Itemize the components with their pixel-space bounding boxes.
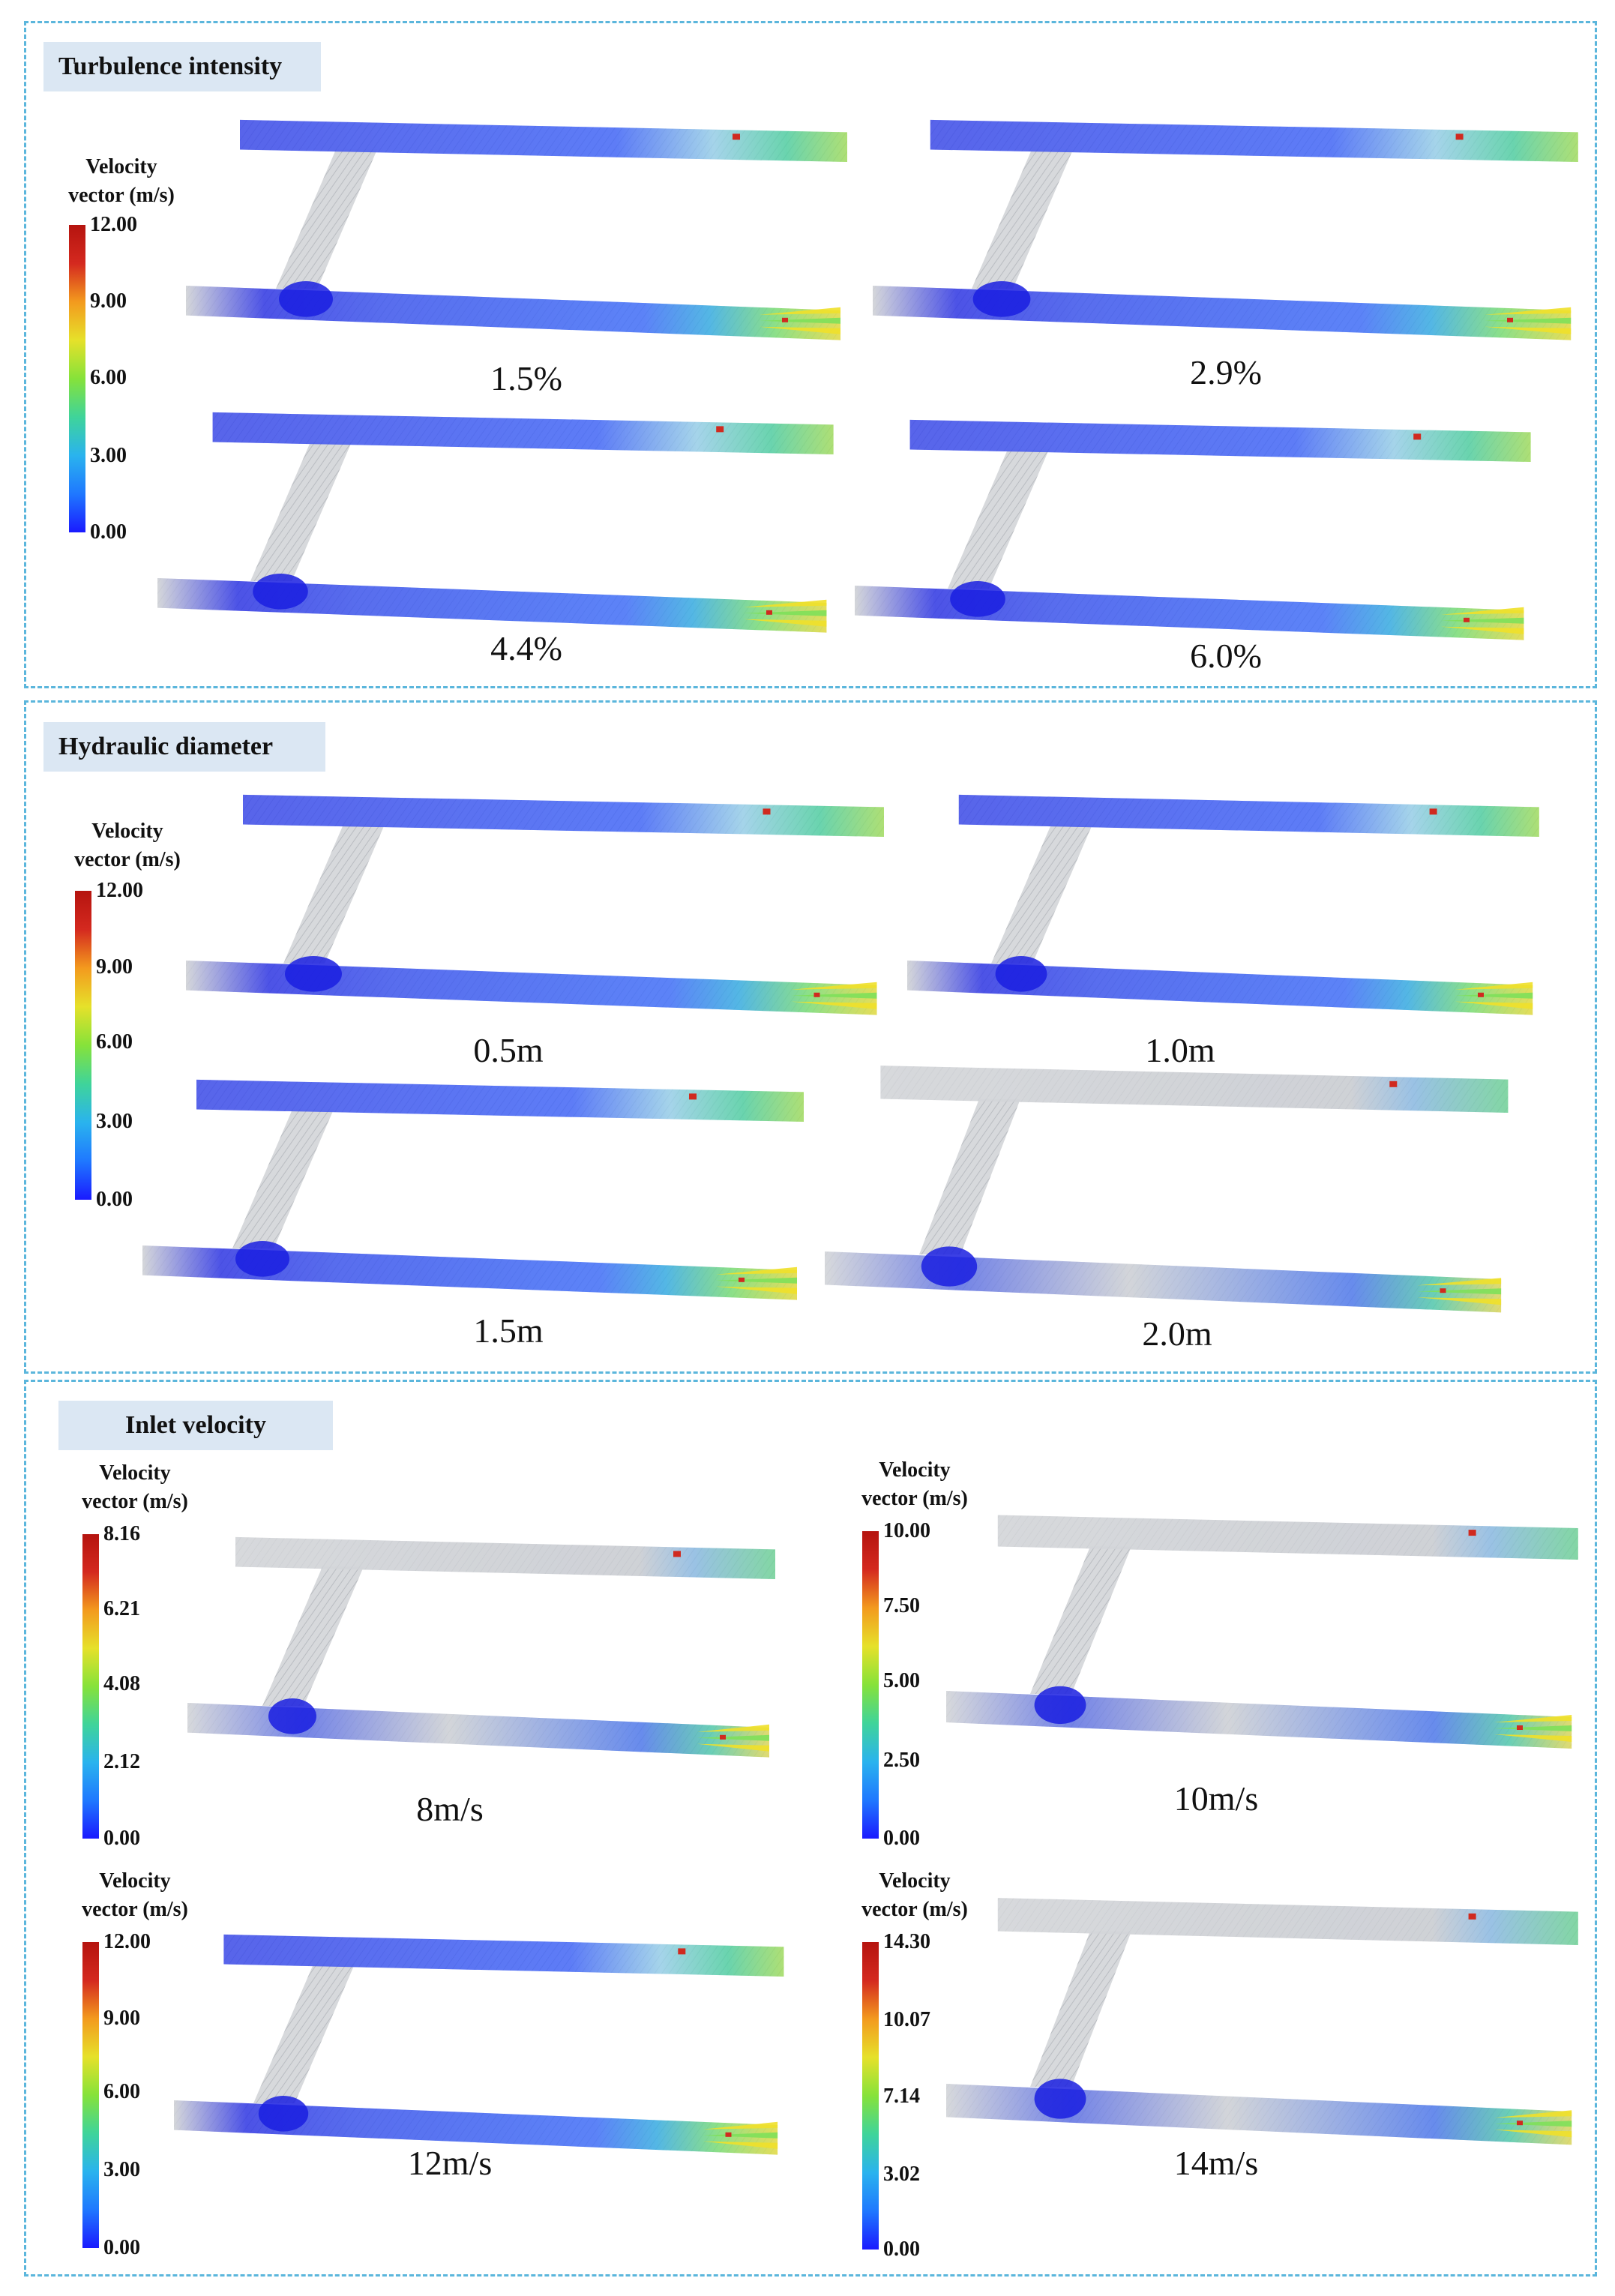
- legend-title-line2: vector (m/s): [861, 1898, 968, 1921]
- colorbar: [75, 891, 91, 1200]
- flow-simulation: [186, 119, 847, 340]
- legend-tick: 14.30: [883, 1930, 930, 1953]
- colorbar: [862, 1942, 879, 2250]
- legend-title: Velocity vector (m/s): [60, 1459, 210, 1516]
- inlet-velocity-panel: [24, 1380, 1597, 2277]
- legend-tick: 3.00: [90, 444, 127, 467]
- legend-title-line2: vector (m/s): [82, 1898, 188, 1921]
- legend-tick: 9.00: [96, 955, 133, 979]
- panel-title: Turbulence intensity: [43, 42, 321, 91]
- legend-tick: 12.00: [90, 213, 137, 236]
- legend-title-line1: Velocity: [91, 820, 163, 843]
- legend-title: Velocity vector (m/s): [840, 1867, 990, 1924]
- legend-tick: 2.50: [883, 1749, 920, 1772]
- case-label: 12m/s: [407, 2144, 493, 2182]
- flow-simulation: [174, 1934, 784, 2155]
- panel-title: Hydraulic diameter: [43, 722, 325, 772]
- legend-title: Velocity vector (m/s): [60, 1867, 210, 1924]
- turbulence-intensity-panel: [24, 21, 1597, 688]
- velocity-legend: Velocity vector (m/s) 12.00 9.00 6.00 3.0…: [46, 153, 196, 550]
- legend-tick: 12.00: [96, 879, 143, 902]
- legend-title-line2: vector (m/s): [68, 184, 175, 207]
- legend-tick: 6.00: [96, 1030, 133, 1054]
- flow-simulation: [142, 1079, 804, 1300]
- case-label: 6.0%: [1190, 637, 1262, 675]
- case-label: 4.4%: [490, 629, 562, 667]
- legend-tick: 8.16: [103, 1522, 140, 1545]
- legend-tick: 6.21: [103, 1597, 140, 1620]
- case-label: 1.5m: [473, 1311, 544, 1350]
- legend-tick: 2.12: [103, 1750, 140, 1773]
- legend-tick: 0.00: [103, 2236, 140, 2259]
- legend-tick: 12.00: [103, 1930, 151, 1953]
- legend-title-line1: Velocity: [879, 1869, 951, 1893]
- legend-tick: 9.00: [103, 2007, 140, 2030]
- flow-simulation: [946, 1898, 1578, 2145]
- legend-title: Velocity vector (m/s): [52, 817, 202, 874]
- legend-tick: 9.00: [90, 289, 127, 313]
- velocity-legend: Velocity vector (m/s) 14.30 10.07 7.14 3.…: [840, 1867, 990, 2261]
- case-label: 1.5%: [490, 359, 562, 397]
- flow-simulation: [825, 1066, 1509, 1313]
- velocity-legend: Velocity vector (m/s) 12.00 9.00 6.00 3.0…: [60, 1867, 210, 2259]
- legend-tick: 0.00: [883, 1827, 920, 1850]
- legend-tick: 3.00: [103, 2158, 140, 2181]
- flow-simulation: [873, 119, 1578, 340]
- case-label: 2.0m: [1142, 1314, 1212, 1353]
- legend-tick: 7.50: [883, 1594, 920, 1617]
- flow-simulation: [187, 1536, 775, 1758]
- case-label: 14m/s: [1173, 2144, 1259, 2182]
- legend-tick: 0.00: [96, 1188, 133, 1211]
- legend-tick: 5.00: [883, 1669, 920, 1692]
- legend-tick: 0.00: [103, 1827, 140, 1850]
- flow-simulation: [855, 419, 1531, 640]
- velocity-legend: Velocity vector (m/s) 12.00 9.00 6.00 3.0…: [52, 817, 202, 1215]
- legend-tick: 0.00: [883, 2238, 920, 2261]
- legend-title-line1: Velocity: [99, 1461, 171, 1485]
- flow-simulation: [186, 794, 884, 1015]
- legend-title-line1: Velocity: [99, 1869, 171, 1893]
- legend-tick: 7.14: [883, 2085, 920, 2108]
- legend-tick: 10.07: [883, 2008, 930, 2031]
- case-label: 8m/s: [416, 1790, 484, 1828]
- flow-simulation: [157, 412, 834, 633]
- legend-tick: 6.00: [90, 366, 127, 389]
- colorbar: [69, 225, 85, 532]
- legend-tick: 3.02: [883, 2163, 920, 2186]
- velocity-legend: Velocity vector (m/s) 8.16 6.21 4.08 2.12…: [60, 1459, 210, 1849]
- case-label: 0.5m: [473, 1031, 544, 1069]
- colorbar: [862, 1531, 879, 1839]
- legend-tick: 0.00: [90, 520, 127, 544]
- legend-tick: 6.00: [103, 2080, 140, 2103]
- legend-title: Velocity vector (m/s): [840, 1456, 990, 1513]
- colorbar: [82, 1534, 99, 1839]
- velocity-legend: Velocity vector (m/s) 10.00 7.50 5.00 2.5…: [840, 1456, 990, 1850]
- legend-title: Velocity vector (m/s): [46, 153, 196, 210]
- panel-title: Inlet velocity: [58, 1401, 333, 1450]
- legend-title-line1: Velocity: [879, 1458, 951, 1482]
- hydraulic-diameter-panel: [24, 700, 1597, 1374]
- flow-simulation: [946, 1515, 1578, 1749]
- case-label: 10m/s: [1173, 1779, 1259, 1818]
- flow-simulation: [907, 794, 1539, 1015]
- colorbar: [82, 1942, 99, 2248]
- legend-title-line2: vector (m/s): [82, 1490, 188, 1513]
- case-label: 2.9%: [1190, 353, 1262, 391]
- legend-tick: 4.08: [103, 1672, 140, 1695]
- legend-tick: 3.00: [96, 1110, 133, 1133]
- legend-title-line2: vector (m/s): [74, 848, 181, 871]
- legend-tick: 10.00: [883, 1519, 930, 1542]
- legend-title-line2: vector (m/s): [861, 1487, 968, 1510]
- legend-title-line1: Velocity: [85, 155, 157, 178]
- case-label: 1.0m: [1145, 1031, 1215, 1069]
